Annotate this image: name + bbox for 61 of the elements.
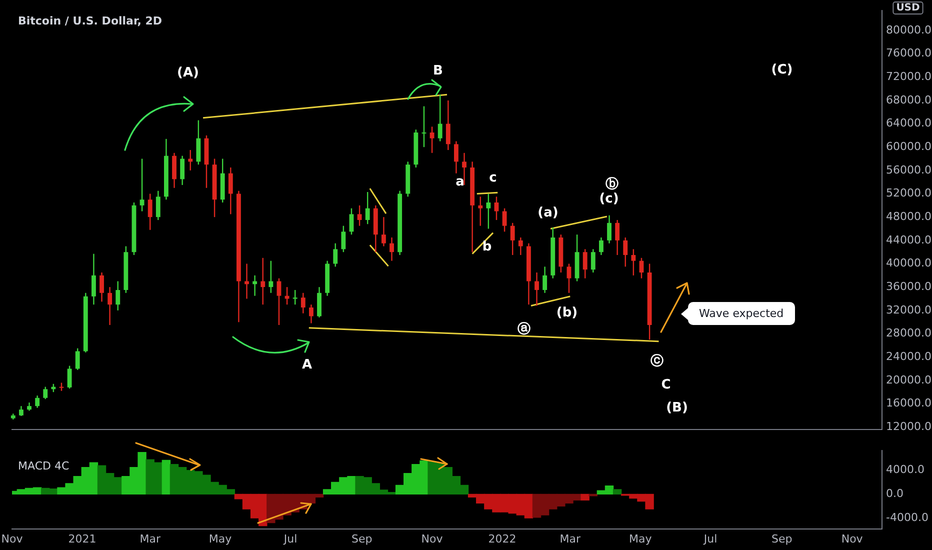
bar — [580, 494, 590, 500]
y-axis-title: USD — [896, 2, 920, 14]
bar — [162, 460, 171, 495]
chart-title: Bitcoin / U.S. Dollar, 2D — [18, 14, 162, 28]
annotation: (a) — [538, 206, 558, 220]
annotation: ⓑ — [606, 176, 618, 192]
candlestick — [252, 275, 258, 296]
annotation: C — [661, 378, 671, 392]
annotation: a — [456, 174, 464, 190]
candlestick — [244, 264, 249, 299]
y-tick-label: 64000.0 — [886, 116, 932, 130]
x-tick-label: Jul — [702, 532, 718, 546]
x-tick-label: Mar — [140, 532, 161, 546]
annotation: A — [302, 358, 312, 372]
bar — [612, 489, 622, 495]
y-tick-label: 12000.0 — [886, 420, 932, 433]
annotation: (B) — [666, 400, 688, 416]
y-tick-label: 52000.0 — [886, 186, 932, 200]
y-tick-label: -4000.0 — [886, 510, 928, 524]
annotation: (b) — [556, 306, 578, 320]
y-tick-label: 20000.0 — [886, 373, 932, 386]
candlestick — [462, 152, 466, 186]
annotation: B — [433, 64, 443, 78]
x-tick-label: Nov — [1, 532, 24, 546]
y-tick-label: 36000.0 — [886, 280, 932, 293]
y-tick-label: 48000.0 — [886, 210, 932, 223]
y-tick-label: 80000.0 — [886, 23, 932, 36]
annotation: ⓒ — [650, 353, 664, 370]
y-tick-label: 60000.0 — [886, 140, 932, 153]
annotation: Wave expected — [688, 302, 795, 325]
y-tick-label: 0.0 — [886, 487, 904, 500]
y-tick-label: 16000.0 — [886, 396, 932, 410]
text: MACD 4C — [18, 459, 70, 472]
x-tick-label: 2021 — [68, 532, 96, 546]
y-tick-label: 76000.0 — [886, 46, 932, 60]
candlestick — [534, 272, 539, 306]
x-tick-label: Jul — [282, 532, 298, 546]
y-tick-label: 24000.0 — [886, 350, 932, 363]
annotation: (A) — [177, 66, 199, 80]
x-tick-label: Nov — [421, 532, 444, 546]
x-tick-label: May — [628, 532, 652, 546]
x-tick-label: 2022 — [488, 532, 516, 546]
x-tick-label: Sep — [772, 532, 792, 546]
y-tick-label: 28000.0 — [886, 326, 932, 340]
y-tick-label: 32000.0 — [886, 303, 932, 316]
annotation: (c) — [599, 192, 619, 206]
x-tick-label: Mar — [560, 532, 581, 546]
x-tick-label: Sep — [351, 532, 372, 546]
annotation: (C) — [771, 62, 793, 78]
x-tick-label: May — [208, 532, 232, 546]
y-tick-label: 68000.0 — [886, 93, 932, 106]
y-tick-label: 44000.0 — [886, 233, 932, 246]
bar — [588, 494, 598, 496]
y-tick-label: 56000.0 — [886, 163, 932, 176]
x-tick-label: Nov — [841, 532, 864, 546]
y-tick-label: 40000.0 — [886, 256, 932, 270]
y-tick-label: 4000.0 — [886, 463, 924, 476]
annotation: ⓐ — [518, 321, 530, 338]
annotation: c — [489, 170, 497, 186]
annotation: b — [482, 240, 492, 254]
y-tick-label: 72000.0 — [886, 70, 932, 83]
